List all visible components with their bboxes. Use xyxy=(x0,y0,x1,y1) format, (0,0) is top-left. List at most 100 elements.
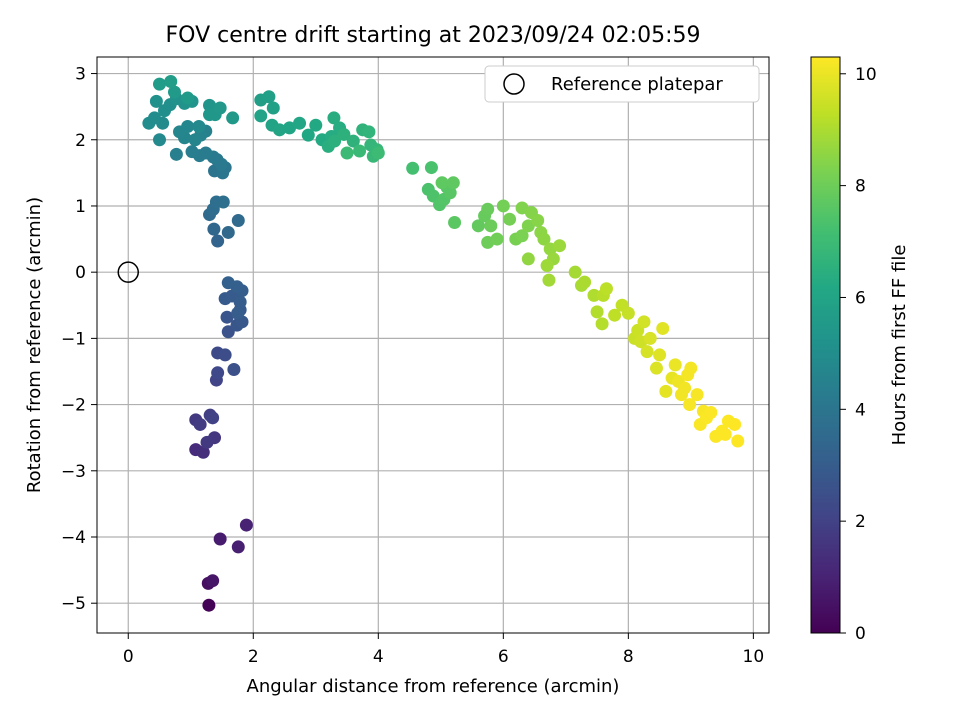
y-tick-label: 3 xyxy=(75,65,86,85)
colorbar xyxy=(810,56,841,634)
data-point xyxy=(668,358,682,372)
data-point xyxy=(690,388,704,402)
data-point xyxy=(202,598,216,612)
data-point xyxy=(515,229,529,243)
data-point xyxy=(595,317,609,331)
data-point xyxy=(704,406,718,420)
y-tick-label: 1 xyxy=(75,197,86,217)
data-point xyxy=(206,574,220,588)
data-point xyxy=(590,305,604,319)
data-point xyxy=(149,94,163,108)
data-point xyxy=(608,308,622,322)
data-point xyxy=(362,125,376,139)
data-point xyxy=(684,361,698,375)
data-point xyxy=(221,225,235,239)
data-point xyxy=(227,362,241,376)
colorbar-tick-label: 8 xyxy=(855,177,866,197)
y-tick-label: −4 xyxy=(61,528,86,548)
data-point xyxy=(231,306,245,320)
data-point xyxy=(218,348,232,362)
data-point xyxy=(496,199,510,213)
data-point xyxy=(656,321,670,335)
data-point xyxy=(328,134,342,148)
data-point xyxy=(309,118,323,132)
data-point xyxy=(169,147,183,161)
data-point xyxy=(185,145,199,159)
y-axis-ticks: −5 −4 −3 −2 −1 0 1 2 3 xyxy=(61,65,97,614)
data-point xyxy=(207,222,221,236)
data-point xyxy=(301,128,315,142)
data-point xyxy=(353,144,367,158)
data-point xyxy=(471,219,485,233)
y-tick-label: 0 xyxy=(75,263,86,283)
data-point xyxy=(266,101,280,115)
data-point xyxy=(153,133,167,147)
data-point xyxy=(192,120,206,134)
data-point xyxy=(553,239,567,253)
data-point xyxy=(193,417,207,431)
grid-lines xyxy=(97,57,769,633)
data-point xyxy=(446,176,460,190)
data-point xyxy=(221,276,235,290)
x-tick-label: 2 xyxy=(248,647,259,667)
data-point xyxy=(262,90,276,104)
data-point xyxy=(443,186,457,200)
data-point xyxy=(153,77,167,91)
y-tick-label: 2 xyxy=(75,131,86,151)
scatter-points xyxy=(142,74,745,612)
data-point xyxy=(643,331,657,345)
y-tick-label: −5 xyxy=(61,594,86,614)
data-point xyxy=(181,91,195,105)
data-point xyxy=(216,195,230,209)
data-point xyxy=(587,288,601,302)
y-tick-label: −1 xyxy=(61,329,86,349)
data-point xyxy=(621,306,635,320)
colorbar-tick-label: 10 xyxy=(855,65,877,85)
data-point xyxy=(231,540,245,554)
data-point xyxy=(481,202,495,216)
data-point xyxy=(337,127,351,141)
legend-marker-icon xyxy=(503,73,525,95)
data-point xyxy=(406,161,420,175)
data-point xyxy=(731,434,745,448)
x-tick-label: 10 xyxy=(743,647,765,667)
data-point xyxy=(718,427,732,441)
data-point xyxy=(196,445,210,459)
data-point xyxy=(649,361,663,375)
data-point xyxy=(599,282,613,296)
data-point xyxy=(568,265,582,279)
data-point xyxy=(200,435,214,449)
data-point xyxy=(537,232,551,246)
data-point xyxy=(640,345,654,359)
data-point xyxy=(213,532,227,546)
data-point xyxy=(283,121,297,135)
y-tick-label: −3 xyxy=(61,462,86,482)
data-point xyxy=(490,232,504,246)
data-point xyxy=(211,234,225,248)
data-point xyxy=(340,146,354,160)
colorbar-label: Hours from first FF file xyxy=(889,245,910,446)
data-point xyxy=(213,101,227,115)
data-point xyxy=(542,273,556,287)
data-point xyxy=(168,85,182,99)
data-point xyxy=(181,120,195,134)
data-point xyxy=(521,252,535,266)
data-point xyxy=(678,381,692,395)
chart-title: FOV centre drift starting at 2023/09/24 … xyxy=(166,23,701,48)
legend-box xyxy=(484,65,760,103)
reference-platepar-marker xyxy=(117,261,140,283)
data-point xyxy=(164,74,178,88)
colorbar-tick-label: 0 xyxy=(855,624,866,644)
data-point xyxy=(203,108,217,122)
data-point xyxy=(188,133,202,147)
data-point xyxy=(503,212,517,226)
data-point xyxy=(435,176,449,190)
x-tick-label: 0 xyxy=(123,647,134,667)
data-point xyxy=(293,116,307,130)
colorbar-tick-label: 4 xyxy=(855,400,866,420)
x-tick-label: 8 xyxy=(623,647,634,667)
data-point xyxy=(148,111,162,125)
data-point xyxy=(220,310,234,324)
data-point xyxy=(728,417,742,431)
